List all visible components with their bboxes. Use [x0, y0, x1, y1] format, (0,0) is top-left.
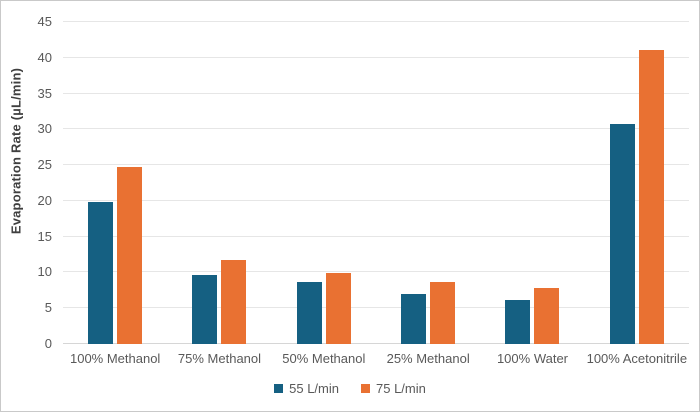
legend-swatch-icon	[361, 384, 370, 393]
legend-label: 55 L/min	[289, 381, 339, 396]
y-tick-label-20: 20	[37, 192, 52, 208]
gridline-35	[63, 92, 689, 94]
bar-55 L/min-100% Water	[505, 300, 531, 344]
gridline-20	[63, 199, 689, 201]
x-label-100% Acetonitrile: 100% Acetonitrile	[586, 351, 688, 366]
bar-75 L/min-100% Methanol	[117, 166, 143, 344]
bar-group-25% Methanol	[376, 22, 480, 344]
legend-item-55 L/min: 55 L/min	[274, 381, 339, 396]
bar-group-50% Methanol	[272, 22, 376, 344]
y-axis-tick-labels: 0 5 10 15 20 25 30 35 40 45	[1, 15, 52, 351]
plot-area	[63, 21, 689, 344]
bar-75 L/min-100% Acetonitrile	[638, 49, 664, 344]
gridline-10	[63, 271, 689, 273]
bar-55 L/min-50% Methanol	[296, 282, 322, 344]
x-axis-line	[63, 343, 689, 344]
bar-group-100% Methanol	[63, 22, 167, 344]
bar-group-100% Water	[480, 22, 584, 344]
y-tick-label-5: 5	[44, 300, 52, 316]
y-tick-label-15: 15	[37, 228, 52, 244]
x-label-75% Methanol: 75% Methanol	[177, 351, 262, 366]
bar-55 L/min-25% Methanol	[401, 293, 427, 344]
bar-group-75% Methanol	[167, 22, 271, 344]
bar-55 L/min-100% Methanol	[88, 202, 114, 344]
y-tick-label-40: 40	[37, 49, 52, 65]
x-label-100% Water: 100% Water	[496, 351, 569, 366]
x-label-100% Methanol: 100% Methanol	[69, 351, 161, 366]
y-tick-label-10: 10	[37, 264, 52, 280]
bar-75 L/min-50% Methanol	[325, 273, 351, 344]
gridline-5	[63, 307, 689, 309]
legend-swatch-icon	[274, 384, 284, 393]
y-tick-label-35: 35	[37, 85, 52, 101]
x-label-25% Methanol: 25% Methanol	[386, 351, 470, 366]
y-tick-label-45: 45	[37, 14, 52, 29]
y-tick-label-0: 0	[44, 336, 52, 351]
bar-75 L/min-100% Water	[534, 288, 560, 344]
bar-55 L/min-75% Methanol	[192, 274, 218, 344]
legend: 55 L/min 75 L/min	[1, 381, 699, 396]
legend-item-75 L/min: 75 L/min	[361, 381, 426, 396]
bar-55 L/min-100% Acetonitrile	[609, 123, 635, 344]
y-tick-label-30: 30	[37, 121, 52, 137]
gridline-30	[63, 128, 689, 130]
bar-75 L/min-75% Methanol	[221, 260, 247, 344]
legend-label: 75 L/min	[376, 381, 426, 396]
gridline-40	[63, 56, 689, 58]
x-label-50% Methanol: 50% Methanol	[282, 351, 366, 366]
bar-75 L/min-25% Methanol	[430, 282, 456, 344]
gridline-25	[63, 164, 689, 166]
gridline-45	[63, 21, 689, 22]
y-tick-label-25: 25	[37, 157, 52, 173]
x-axis-category-labels: 100% Methanol 75% Methanol 50% Methanol 25%…	[63, 351, 689, 367]
gridline-15	[63, 235, 689, 237]
bar-group-100% Acetonitrile	[585, 22, 689, 344]
